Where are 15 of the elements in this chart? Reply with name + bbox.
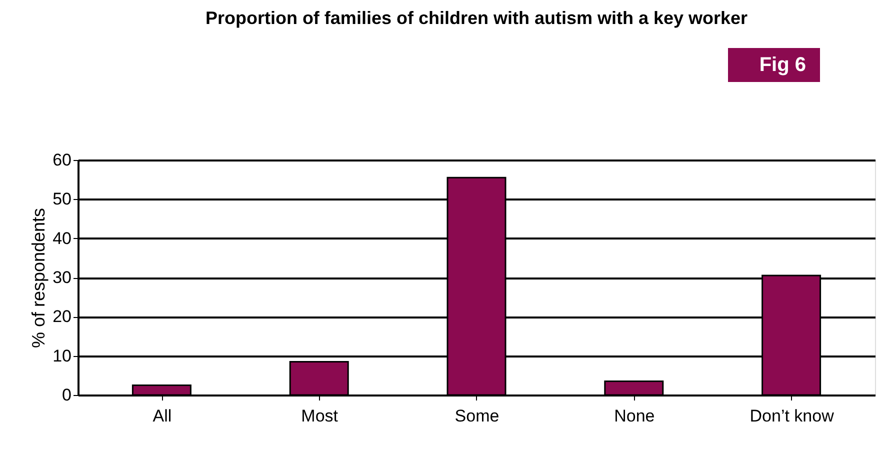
y-tick-label: 30 (52, 268, 72, 287)
y-tick-label: 50 (52, 190, 72, 209)
y-axis-title: % of respondents (28, 208, 49, 348)
y-tick-label: 20 (52, 307, 72, 326)
chart-title: Proportion of families of children with autism with a key worker (205, 8, 748, 28)
x-tick-label: None (614, 406, 655, 426)
y-tick-label: 60 (52, 150, 72, 170)
y-tick-label: 40 (52, 228, 72, 248)
y-tick-label: 0 (62, 386, 72, 404)
x-tick-label: All (152, 406, 172, 426)
caption: Fig 6 (759, 54, 806, 76)
x-tick-label: Some (454, 406, 500, 426)
x-tick-label: Most (301, 406, 338, 426)
x-tick-label: Don’t know (750, 406, 835, 426)
y-tick-label: 10 (52, 346, 72, 366)
